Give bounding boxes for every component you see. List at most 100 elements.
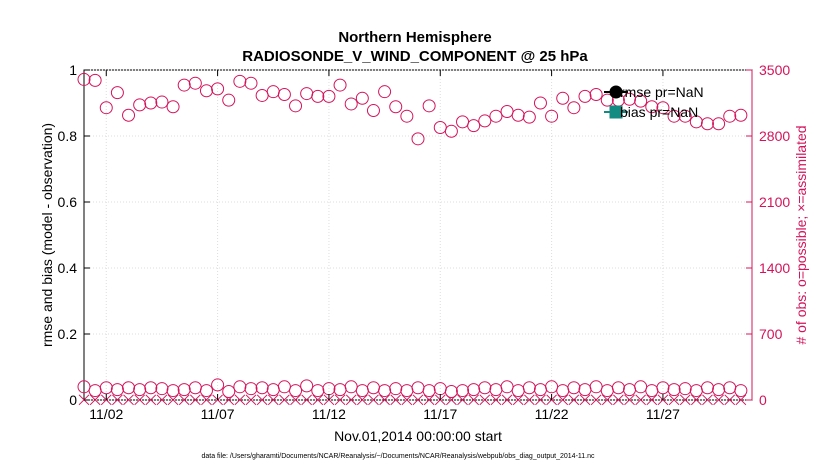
obs-x-stroke <box>557 394 569 406</box>
obs-possible-point <box>578 89 592 103</box>
obs-possible-point <box>589 88 603 102</box>
obs-assimilated-point <box>167 394 179 406</box>
obs-assimilated-point <box>490 394 502 406</box>
obs-possible-point <box>166 100 180 114</box>
obs-assimilated-point <box>646 394 658 406</box>
y-tick-label: 1 <box>69 62 77 78</box>
obs-possible-point <box>734 384 748 398</box>
obs-assimilated-point <box>590 394 602 406</box>
obs-x-stroke <box>134 394 146 406</box>
obs-possible-point <box>689 115 703 129</box>
obs-possible-point <box>545 109 559 123</box>
obs-assimilated-point <box>423 394 435 406</box>
obs-x-stroke <box>735 394 747 406</box>
obs-possible-point <box>522 110 536 124</box>
plot-frame <box>83 69 753 401</box>
obs-x-stroke <box>201 394 212 406</box>
obs-possible-point <box>700 381 714 395</box>
obs-possible-point <box>411 132 425 146</box>
legend-label: bias pr=NaN <box>620 104 698 120</box>
obs-possible-point <box>255 381 269 395</box>
obs-assimilated-point <box>735 394 747 406</box>
obs-x-stroke <box>490 394 502 406</box>
obs-possible-point <box>77 72 91 86</box>
obs-x-stroke <box>646 394 658 406</box>
obs-assimilated-point <box>679 394 691 406</box>
obs-possible-point <box>110 383 124 397</box>
y-right-tick-label: 0 <box>759 392 767 408</box>
axis-ticks: 11/02 11/07 11/12 11/17 11/22 11/27 0 0.2 0.4 0.6… <box>58 62 791 422</box>
obs-possible-point <box>333 78 347 92</box>
obs-assimilated-point <box>557 394 569 406</box>
obs-possible-point <box>244 76 258 90</box>
obs-possible-point <box>378 85 392 99</box>
legend-label: rmse pr=NaN <box>620 84 704 100</box>
obs-assimilated-point <box>635 394 647 406</box>
y-right-tick-label: 2100 <box>759 194 790 210</box>
obs-x-stroke <box>145 394 157 406</box>
obs-x-stroke <box>401 394 413 406</box>
obs-assimilated-point <box>312 394 324 406</box>
obs-x-stroke <box>601 394 613 406</box>
obs-possible-point <box>533 96 547 110</box>
obs-assimilated-point <box>234 394 246 406</box>
y-axis-label: rmse and bias (model - observation) <box>39 123 55 347</box>
obs-possible-point <box>389 100 403 114</box>
obs-possible-point <box>344 97 358 111</box>
obs-possible-point <box>266 85 280 99</box>
obs-assimilated-point <box>702 394 713 406</box>
obs-x-stroke <box>412 394 424 406</box>
obs-x-stroke <box>568 394 580 406</box>
obs-possible-point <box>155 95 169 109</box>
obs-possible-point <box>233 380 247 394</box>
y-tick-label: 0.4 <box>58 260 78 276</box>
obs-assimilated-point <box>401 394 413 406</box>
y-right-tick-label: 2800 <box>759 128 790 144</box>
obs-assimilated-point <box>290 394 301 406</box>
obs-possible-point <box>355 91 369 105</box>
obs-x-stroke <box>167 394 179 406</box>
x-tick-label: 11/02 <box>89 406 123 422</box>
obs-assimilated-point <box>334 394 346 406</box>
obs-assimilated-point <box>501 394 513 406</box>
obs-possible-point <box>656 101 670 115</box>
obs-possible-point <box>444 124 458 138</box>
obs-possible-point <box>611 381 625 395</box>
obs-possible-point <box>667 383 681 397</box>
obs-x-stroke <box>379 394 390 406</box>
obs-assimilated-point <box>123 394 134 406</box>
legend-marker <box>609 105 623 119</box>
x-tick-label: 11/22 <box>535 406 569 422</box>
obs-x-stroke <box>390 394 402 406</box>
y-tick-label: 0.8 <box>58 128 78 144</box>
obs-x-stroke <box>613 394 624 406</box>
x-tick-label: 11/12 <box>312 406 346 422</box>
obs-assimilated-point <box>412 394 424 406</box>
obs-assimilated-point <box>267 394 279 406</box>
obs-x-stroke <box>290 394 301 406</box>
x-tick-label: 11/07 <box>201 406 235 422</box>
obs-x-stroke <box>713 394 724 406</box>
obs-possible-point <box>166 384 180 398</box>
obs-possible-point <box>422 99 436 113</box>
obs-possible-point <box>177 78 191 92</box>
obs-x-stroke <box>334 394 346 406</box>
obs-possible-point <box>511 108 525 122</box>
footnote: data file: /Users/gharamti/Documents/NCA… <box>201 453 595 460</box>
obs-assimilated-point <box>690 394 702 406</box>
y-tick-label: 0.6 <box>58 194 78 210</box>
obs-x-stroke <box>245 394 257 406</box>
obs-assimilated-point <box>523 394 535 406</box>
obs-possible-point <box>678 382 692 396</box>
x-tick-label: 11/17 <box>423 406 457 422</box>
obs-assimilated-point <box>512 394 524 406</box>
obs-possible-point <box>122 381 136 395</box>
obs-x-stroke <box>702 394 713 406</box>
obs-assimilated-point <box>668 394 680 406</box>
obs-possible-point <box>244 382 258 396</box>
obs-assimilated-point <box>301 394 313 406</box>
obs-possible-point <box>567 101 581 115</box>
obs-possible-point <box>456 384 470 398</box>
legend-marker <box>609 85 623 99</box>
